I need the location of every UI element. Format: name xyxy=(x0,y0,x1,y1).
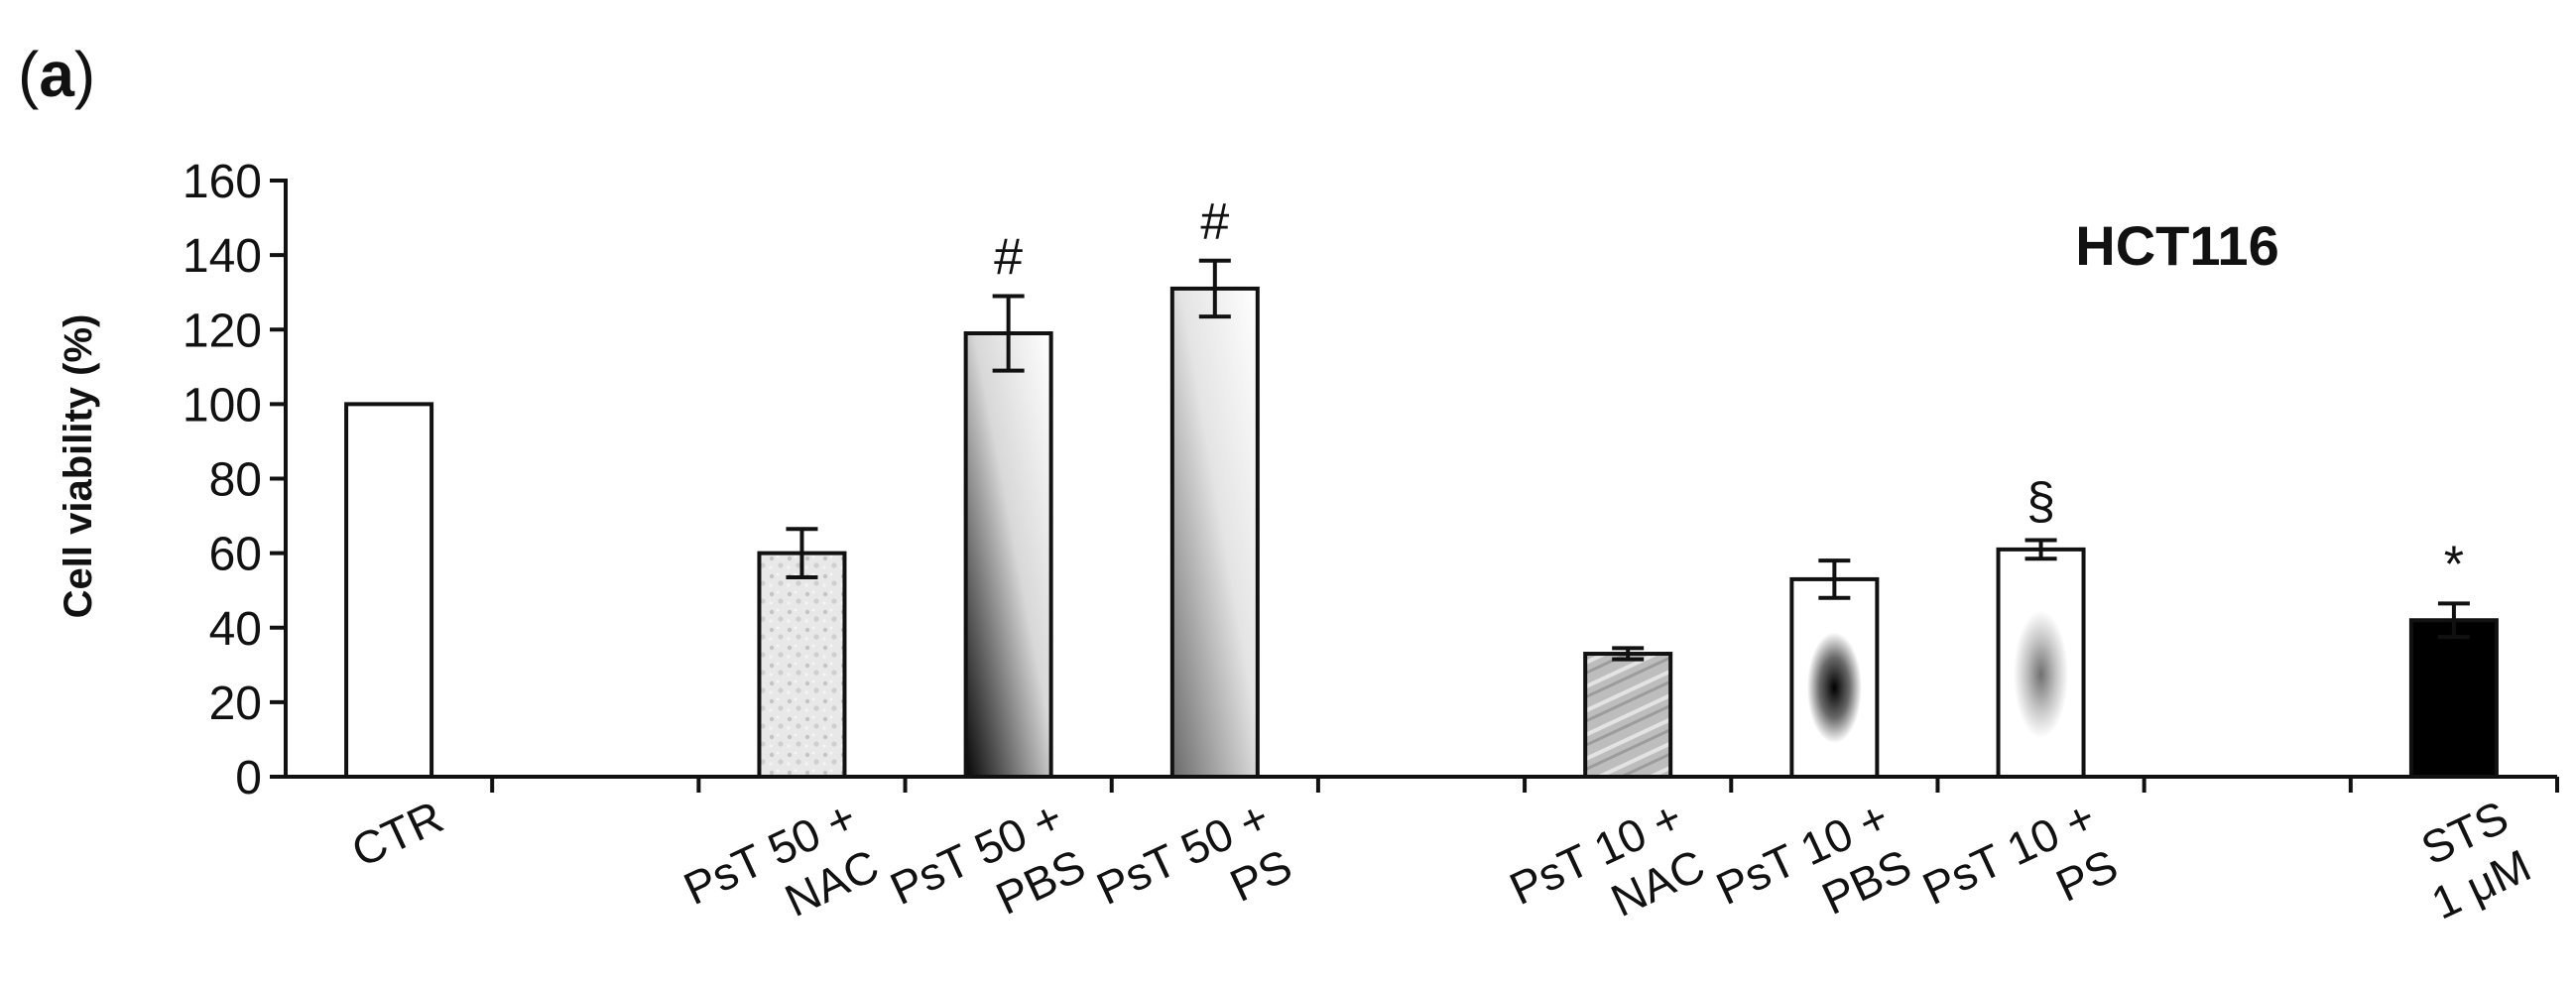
x-category-label: CTR xyxy=(344,791,451,877)
bar xyxy=(963,331,1053,779)
bar xyxy=(1169,286,1260,779)
significance-marker: § xyxy=(2026,472,2055,530)
significance-marker: # xyxy=(1200,193,1229,251)
x-category-label-line: CTR xyxy=(344,791,451,877)
bar-spot xyxy=(1806,632,1862,744)
error-bars xyxy=(786,258,2470,662)
y-ticks: 0 20 40 60 80 100 120 140 160 xyxy=(183,156,286,804)
y-tick-label: 100 xyxy=(183,379,262,432)
panel-label: (a) xyxy=(18,39,96,110)
x-category-label: PsT 10 +NAC xyxy=(1502,791,1712,926)
chart-title: HCT116 xyxy=(2075,214,2278,277)
bar xyxy=(757,551,847,779)
y-tick-label: 60 xyxy=(209,529,262,581)
x-category-label: PsT 50 +NAC xyxy=(675,791,886,926)
bar xyxy=(344,402,434,779)
annotations: # # § * xyxy=(994,193,2464,594)
x-category-label: PsT 50 +PS xyxy=(1089,791,1299,915)
significance-marker: # xyxy=(994,228,1023,286)
x-ticks xyxy=(490,777,2559,793)
y-tick-label: 140 xyxy=(183,230,262,283)
bars xyxy=(344,286,2499,780)
bar-spot xyxy=(2014,610,2069,739)
bar xyxy=(1583,652,1673,780)
y-tick-label: 120 xyxy=(183,305,262,357)
y-tick-label: 40 xyxy=(209,603,262,656)
x-category-label: PsT 50 +PBS xyxy=(883,791,1093,925)
y-tick-label: 0 xyxy=(235,752,262,804)
significance-marker: * xyxy=(2444,536,2464,593)
y-tick-label: 80 xyxy=(209,454,262,507)
bar xyxy=(2408,618,2499,779)
x-category-label: PsT 10 +PS xyxy=(1915,791,2126,915)
x-category-label: PsT 10 +PBS xyxy=(1708,791,1918,925)
y-axis-label: Cell viability (%) xyxy=(57,314,100,619)
y-tick-label: 20 xyxy=(209,678,262,730)
y-tick-label: 160 xyxy=(183,156,262,208)
